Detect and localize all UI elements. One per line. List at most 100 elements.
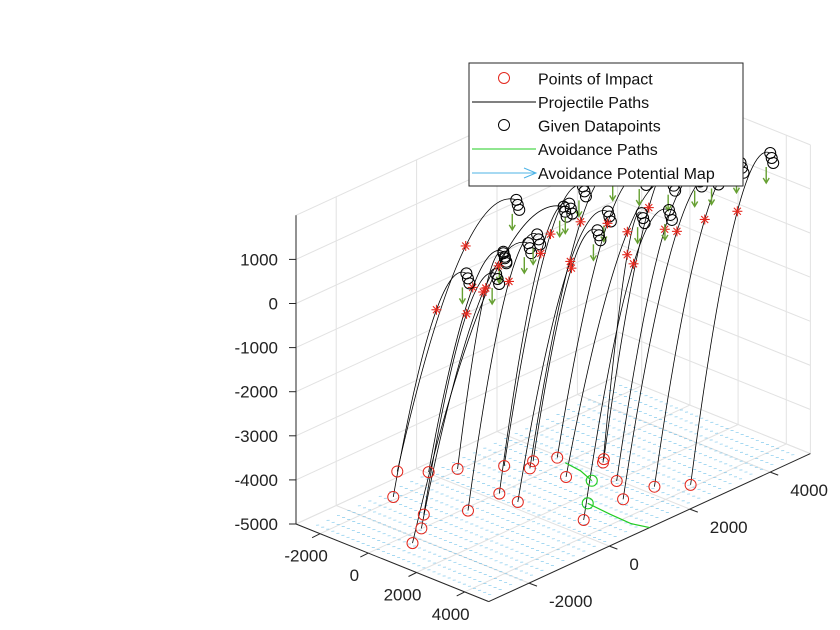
x-tick-label: 2000 xyxy=(384,586,422,605)
arrow-head xyxy=(520,267,528,275)
path-star-marker xyxy=(622,249,633,260)
path-star-marker xyxy=(622,226,633,237)
avoidance-potential-map xyxy=(316,385,795,595)
star-stroke xyxy=(566,257,575,266)
impact-point xyxy=(523,462,536,475)
path-star-marker xyxy=(535,248,546,259)
arrow-head xyxy=(691,201,699,208)
star-stroke xyxy=(432,305,441,314)
impact-point xyxy=(451,462,464,475)
given-datapoint xyxy=(513,203,526,216)
arrow-head xyxy=(495,277,503,285)
path-star-marker xyxy=(602,218,613,229)
avoidance-path xyxy=(587,502,650,529)
projectile-path xyxy=(616,175,699,482)
y-tick-mark xyxy=(689,508,698,513)
star-stroke xyxy=(462,309,471,318)
projectile-path xyxy=(517,210,609,503)
given-datapoint xyxy=(566,207,579,220)
direction-arrow xyxy=(634,227,642,245)
given-datapoint xyxy=(500,257,513,270)
legend-entry-potential: Avoidance Potential Map xyxy=(472,166,715,183)
legend-entry-paths: Projectile Paths xyxy=(472,95,649,112)
arrow-head xyxy=(556,231,564,239)
arrow-head xyxy=(661,234,669,242)
projectile-path xyxy=(565,179,673,478)
floor-gridline-x xyxy=(416,424,739,573)
given-datapoint xyxy=(638,217,651,230)
z-tick-label: -3000 xyxy=(235,427,278,446)
given-datapoint xyxy=(511,198,524,211)
impact-point xyxy=(560,470,573,483)
legend-impact-marker xyxy=(498,72,510,84)
star-stroke xyxy=(536,249,545,258)
direction-arrow xyxy=(609,184,617,202)
direction-arrow xyxy=(661,223,669,242)
impact-point xyxy=(610,474,623,487)
direction-arrow xyxy=(635,189,643,207)
y-tick-label: 2000 xyxy=(710,518,748,537)
star-stroke xyxy=(546,230,555,238)
given-datapoint xyxy=(463,277,476,290)
direction-arrow xyxy=(691,190,699,208)
projectile-path xyxy=(457,251,504,469)
direction-arrow xyxy=(556,220,564,239)
z-tick-label: -2000 xyxy=(235,383,278,402)
x-tick-mark xyxy=(408,572,417,577)
floor-gridline-y xyxy=(336,505,530,584)
path-star-marker xyxy=(671,226,682,237)
direction-arrow xyxy=(664,194,672,213)
projectile-path xyxy=(396,198,517,472)
impact-point xyxy=(551,451,564,464)
arrow-head xyxy=(575,211,583,218)
impact-point xyxy=(387,490,400,503)
path-star-marker xyxy=(732,206,743,217)
z-tick-label: -1000 xyxy=(235,339,278,358)
x-tick-mark xyxy=(360,552,369,558)
direction-arrow xyxy=(458,287,467,305)
projectile-path xyxy=(392,271,467,498)
legend-label-potential: Avoidance Potential Map xyxy=(538,166,715,183)
star-stroke xyxy=(629,259,638,268)
given-datapoint xyxy=(491,273,504,286)
star-stroke xyxy=(479,288,488,296)
arrow-head xyxy=(561,228,569,235)
star-stroke xyxy=(673,227,681,236)
given-datapoint xyxy=(767,157,780,169)
given-datapoint xyxy=(637,212,650,225)
back-wall-gridline-z xyxy=(617,243,811,322)
path-star-marker xyxy=(460,240,471,251)
z-tick-label: 0 xyxy=(269,295,278,314)
direction-arrow xyxy=(508,213,516,232)
arrow-head xyxy=(589,254,598,262)
projectile-path xyxy=(503,184,584,467)
direction-arrow xyxy=(575,200,583,218)
given-datapoint xyxy=(594,234,607,247)
star-stroke xyxy=(576,217,585,226)
star-stroke xyxy=(494,262,503,270)
legend-label-datapoints: Given Datapoints xyxy=(538,119,661,136)
projectile-path xyxy=(690,151,771,485)
given-datapoint xyxy=(523,242,536,255)
given-datapoint xyxy=(592,229,605,242)
star-stroke xyxy=(623,250,632,259)
impact-point xyxy=(684,478,697,491)
path-star-marker xyxy=(431,304,442,315)
path-star-marker xyxy=(565,256,576,267)
direction-arrow xyxy=(488,288,496,306)
x-axis-line xyxy=(295,523,489,603)
path-star-marker xyxy=(461,308,472,319)
x-tick-label: -2000 xyxy=(284,547,327,566)
back-wall-gridline-z xyxy=(617,331,811,410)
given-datapoint xyxy=(559,205,572,218)
y-tick-label: 0 xyxy=(629,555,638,574)
legend-datapoint-marker xyxy=(498,119,510,131)
arrow-head xyxy=(609,194,617,202)
projectile-path xyxy=(532,228,598,462)
legend: Points of Impact Projectile Paths Given … xyxy=(468,62,744,187)
legend-label-paths: Projectile Paths xyxy=(538,95,649,112)
floor-gridline-y xyxy=(577,394,771,473)
legend-box xyxy=(468,62,744,187)
impact-point xyxy=(648,480,661,493)
star-stroke xyxy=(733,207,742,216)
